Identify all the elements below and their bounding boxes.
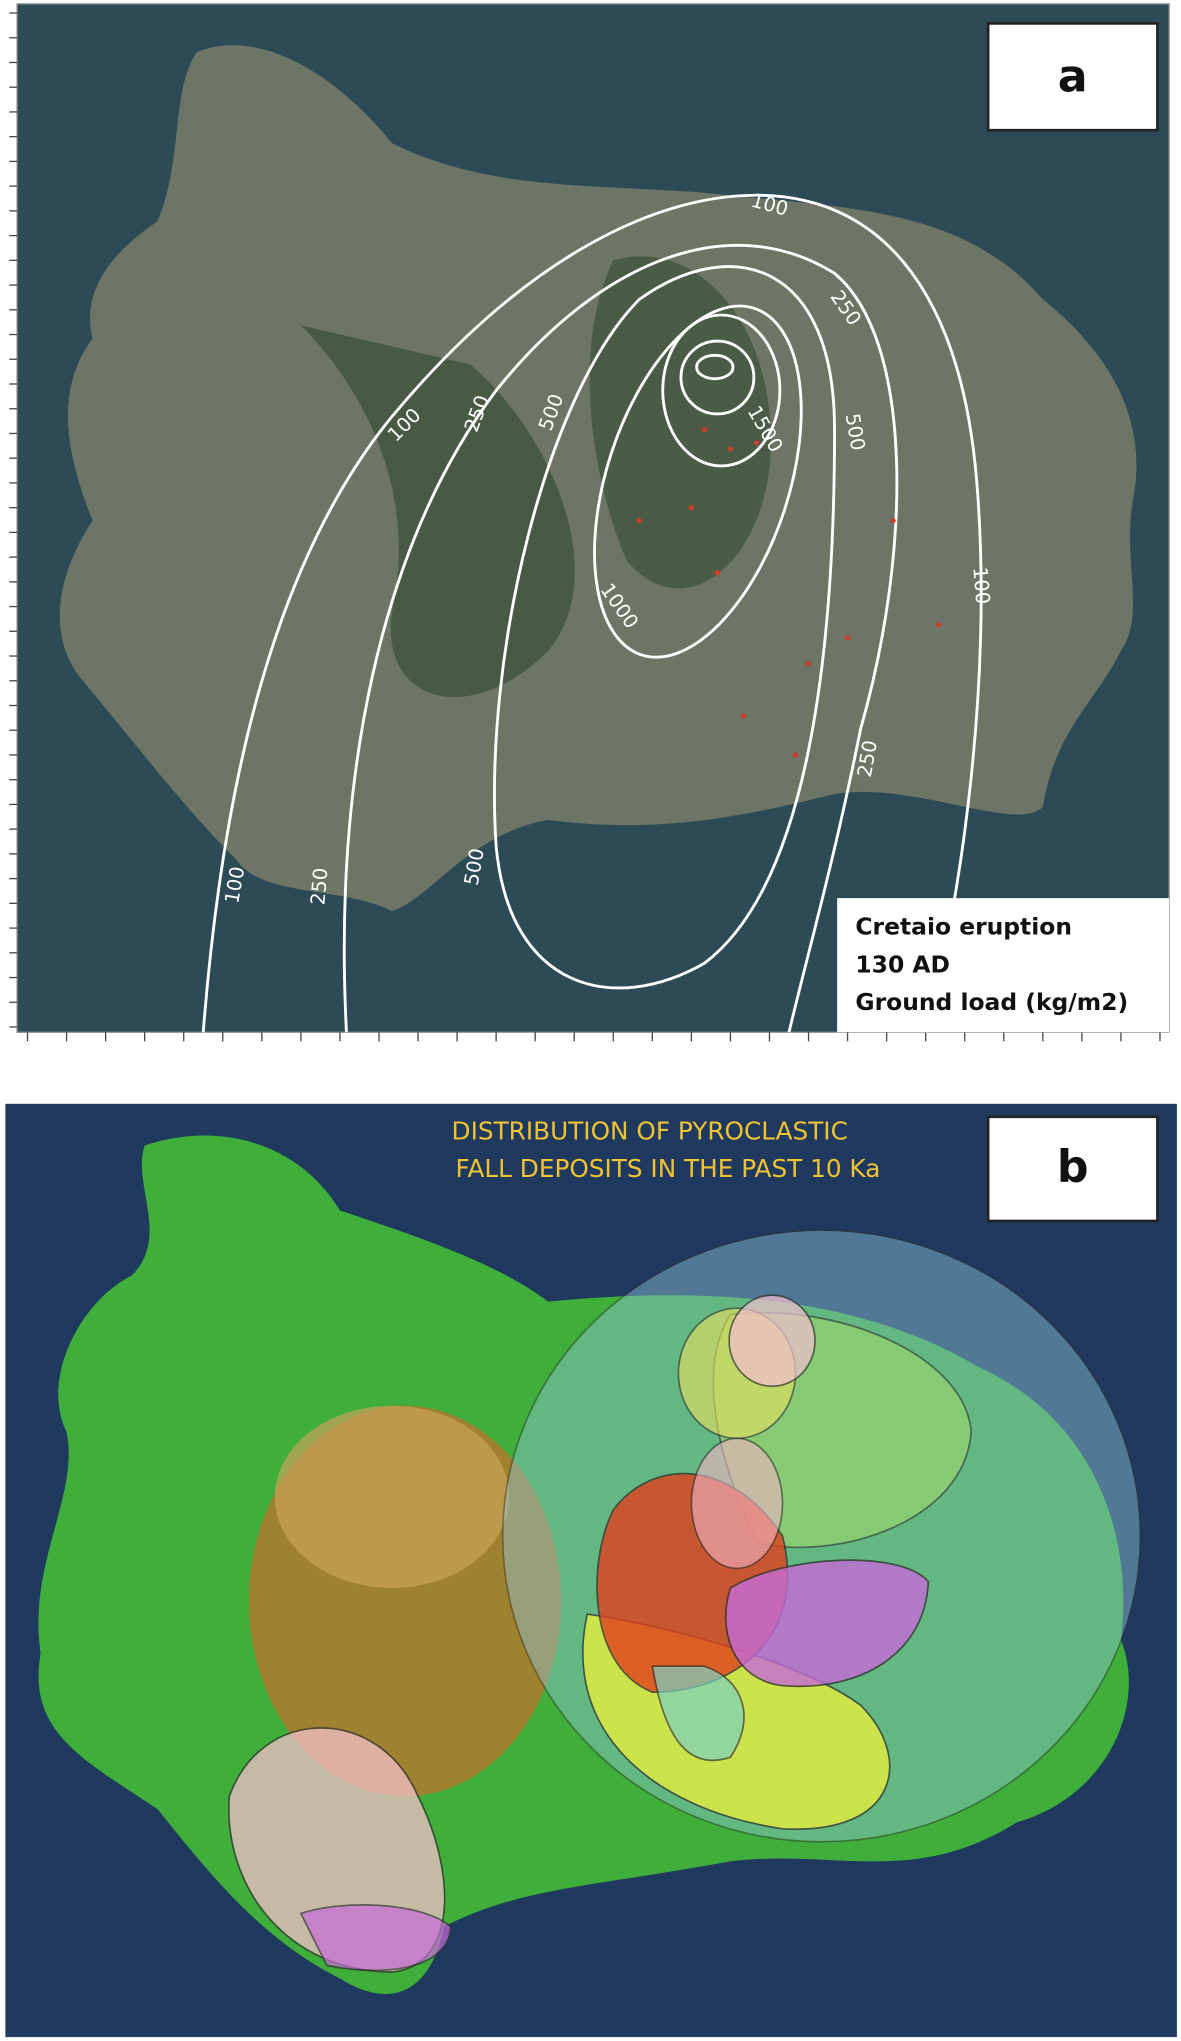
contour — [493, 265, 836, 990]
contour — [201, 193, 983, 1033]
legend-text: Ground load (kg/m2) — [855, 988, 1128, 1016]
legend-box — [837, 898, 1170, 1033]
island — [59, 45, 1137, 912]
panel-label: b — [1057, 1142, 1089, 1193]
contour — [695, 353, 735, 381]
contour — [661, 313, 782, 468]
sample-points — [636, 426, 942, 758]
contours — [201, 193, 983, 1033]
relief — [274, 1405, 510, 1589]
contour — [679, 339, 756, 416]
contour-label: 250 — [306, 867, 332, 906]
map-title: DISTRIBUTION OF PYROCLASTIC — [452, 1116, 848, 1145]
panel-b: DISTRIBUTION OF PYROCLASTIC FALL DEPOSIT… — [5, 1103, 1177, 2038]
panel-label-box — [986, 22, 1159, 132]
panel-label: a — [1058, 51, 1088, 102]
contour-label: 100 — [968, 566, 994, 605]
contour — [342, 243, 899, 1033]
legend-text: 130 AD — [855, 950, 950, 978]
forest — [589, 256, 771, 589]
map-title: FALL DEPOSITS IN THE PAST 10 Ka — [456, 1154, 881, 1183]
legend-text: Cretaio eruption — [855, 913, 1072, 941]
forest — [300, 325, 575, 698]
contour — [593, 304, 803, 659]
panel-label-box — [986, 1115, 1159, 1223]
axis-ticks — [9, 12, 1161, 1042]
deposit-areas — [228, 1229, 1142, 1973]
frame — [16, 3, 1170, 1033]
